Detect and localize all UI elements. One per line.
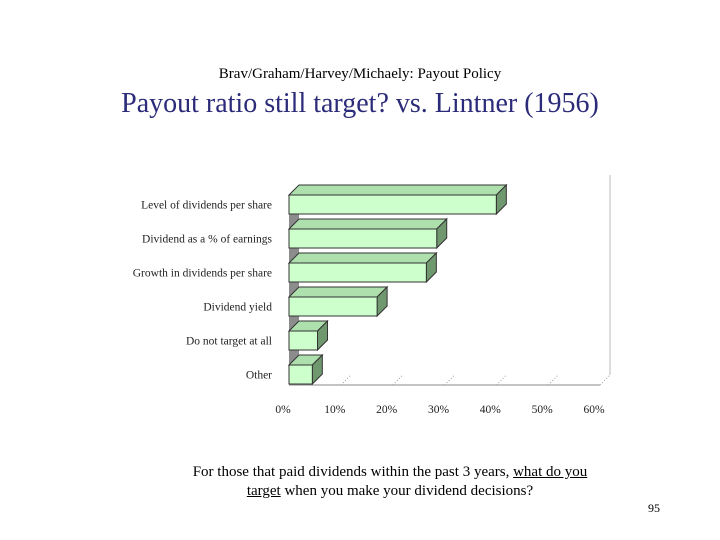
slide-title: Payout ratio still target? vs. Lintner (… (121, 88, 599, 119)
x-tick-label: 20% (376, 404, 398, 416)
bar-top-face (287, 286, 389, 298)
x-tick-label: 0% (275, 404, 291, 416)
question-text-part4: when you make your dividend decisions? (280, 483, 534, 499)
gridline-base (392, 374, 404, 386)
category-label: Other (246, 370, 272, 382)
category-label: Growth in dividends per share (133, 268, 272, 280)
bar-chart: 0% 10% 20% 30% 40% 50% 60% Level of dividends p… (133, 175, 611, 416)
slide-header: Brav/Graham/Harvey/Michaely: Payout Poli… (218, 66, 502, 82)
gridline-base (444, 374, 455, 386)
x-tick-label: 50% (532, 404, 554, 416)
bar (288, 262, 427, 283)
category-label: Dividend yield (203, 302, 272, 314)
gridline-base (547, 374, 559, 386)
bar (288, 296, 378, 317)
question-text-underlined-1: what do you (513, 464, 588, 480)
bar-top-face (287, 218, 448, 230)
page-number: 95 (648, 501, 660, 515)
category-label: Do not target at all (186, 336, 272, 348)
bar (288, 194, 497, 215)
x-tick-label: 60% (583, 404, 605, 416)
bar-top-face (287, 184, 508, 196)
question-text-part1: For those that paid dividends within the… (192, 464, 514, 480)
bar (288, 330, 319, 351)
bar-top-face (287, 252, 438, 264)
bar (288, 364, 313, 385)
gridline-base (495, 374, 507, 386)
bar (288, 228, 438, 249)
category-label: Level of dividends per share (141, 200, 272, 212)
gridline-base (599, 374, 611, 386)
gridline-base (340, 374, 352, 386)
question-text-underlined-2: target (246, 483, 281, 499)
category-label: Dividend as a % of earnings (142, 234, 273, 246)
x-tick-label: 30% (428, 404, 450, 416)
x-tick-label: 10% (324, 404, 346, 416)
chart-side-wall (289, 185, 299, 385)
x-tick-label: 40% (480, 404, 502, 416)
survey-question: For those that paid dividends within the… (150, 463, 630, 501)
